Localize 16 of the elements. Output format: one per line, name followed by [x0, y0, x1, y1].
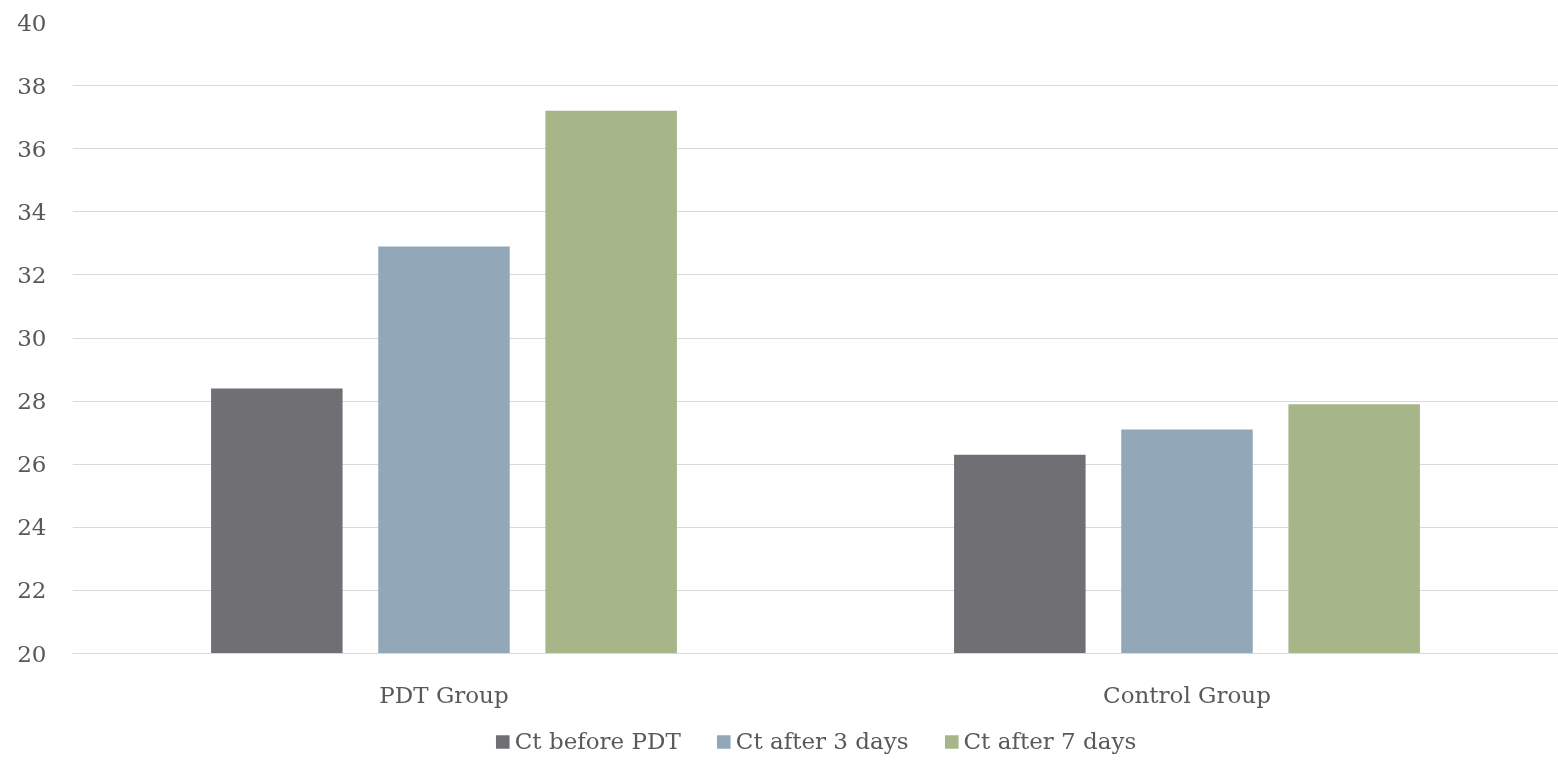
- legend-label: Ct before PDT: [514, 728, 681, 754]
- y-tick-label: 22: [17, 577, 47, 604]
- legend-label: Ct after 3 days: [735, 728, 909, 754]
- legend-label: Ct after 7 days: [963, 728, 1137, 754]
- y-tick-label: 30: [17, 325, 47, 351]
- y-tick-label: 24: [17, 514, 47, 541]
- y-tick-label: 28: [17, 388, 47, 415]
- x-tick-label: Control Group: [1103, 681, 1271, 708]
- y-tick-label: 20: [17, 640, 47, 667]
- y-tick-label: 32: [17, 261, 47, 288]
- y-tick-label: 26: [17, 451, 47, 478]
- y-tick-label: 40: [17, 9, 47, 36]
- y-tick-label: 36: [17, 135, 47, 162]
- x-tick-label: PDT Group: [379, 681, 509, 708]
- y-tick-label: 34: [17, 198, 47, 225]
- y-tick-label: 38: [17, 72, 47, 99]
